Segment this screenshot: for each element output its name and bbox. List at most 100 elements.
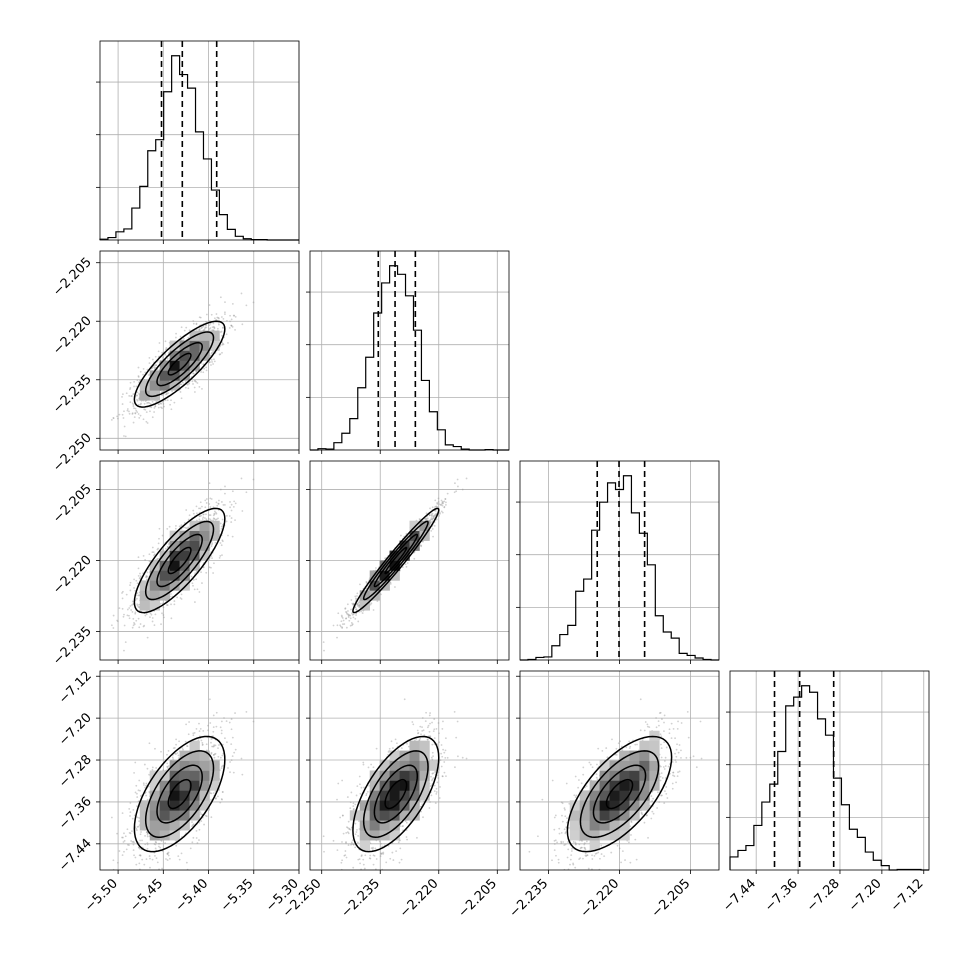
scatter-point	[227, 342, 229, 344]
scatter-point	[129, 584, 131, 587]
scatter-point	[151, 546, 154, 549]
density-cell	[169, 340, 180, 351]
scatter-point	[401, 566, 404, 569]
scatter-point	[202, 566, 205, 569]
scatter-point	[170, 603, 172, 606]
scatter-point	[210, 816, 213, 819]
scatter-point	[128, 614, 130, 617]
contour-line	[167, 352, 192, 376]
density-cell	[149, 570, 160, 581]
scatter-point	[346, 613, 349, 616]
scatter-point	[166, 399, 169, 402]
scatter-point	[225, 520, 228, 523]
scatter-point	[161, 612, 163, 615]
scatter-point	[188, 514, 191, 517]
scatter-point	[195, 578, 198, 581]
scatter-point	[139, 575, 142, 578]
scatter-point	[422, 540, 424, 543]
density-cell	[169, 540, 180, 551]
density-cell	[179, 580, 190, 591]
scatter-point	[229, 314, 231, 317]
scatter-point	[148, 553, 151, 556]
scatter-point	[213, 317, 216, 320]
scatter-point	[405, 565, 408, 568]
scatter-point	[131, 600, 134, 603]
scatter-point	[429, 522, 432, 525]
scatter-point	[346, 603, 349, 606]
scatter-point	[133, 622, 135, 624]
scatter-point	[429, 521, 432, 524]
scatter-point	[429, 507, 431, 510]
scatter-point	[138, 392, 140, 395]
scatter-point	[201, 387, 203, 390]
scatter-point	[234, 315, 237, 318]
scatter-point	[212, 517, 215, 520]
scatter-point	[165, 393, 168, 396]
scatter-point	[146, 571, 149, 574]
scatter-point	[123, 613, 125, 616]
scatter-point	[153, 843, 156, 845]
scatter-point	[229, 501, 231, 503]
scatter-point	[123, 410, 125, 413]
scatter-point	[210, 352, 213, 355]
scatter-point	[444, 498, 447, 500]
scatter-point	[201, 582, 203, 584]
scatter-point	[132, 624, 135, 627]
scatter-point	[195, 370, 198, 373]
scatter-point	[231, 535, 234, 538]
scatter-point	[135, 829, 138, 831]
scatter-point	[138, 603, 140, 606]
scatter-point	[166, 527, 169, 530]
scatter-point	[432, 515, 435, 517]
scatter-point	[153, 624, 156, 627]
scatter-point	[161, 602, 164, 605]
scatter-point	[154, 559, 157, 561]
scatter-point	[140, 402, 142, 405]
density-cell	[139, 600, 151, 611]
scatter-point	[133, 380, 135, 383]
scatter-point	[186, 745, 188, 747]
scatter-point	[161, 358, 164, 360]
scatter-point	[151, 768, 154, 771]
scatter-point	[187, 387, 190, 390]
scatter-point	[211, 542, 214, 545]
scatter-point	[132, 617, 135, 620]
scatter-point	[129, 386, 132, 389]
scatter-point	[139, 833, 142, 836]
scatter-point	[212, 363, 215, 365]
scatter-point	[212, 322, 215, 325]
scatter-point	[164, 340, 167, 343]
histogram-step-3	[729, 685, 929, 871]
scatter-point	[154, 613, 157, 616]
density-cell	[169, 360, 180, 371]
scatter-point	[173, 603, 176, 606]
density-cell	[189, 350, 200, 361]
scatter-point	[219, 296, 222, 299]
scatter-point	[430, 518, 432, 521]
scatter-point	[173, 746, 176, 749]
scatter-point	[164, 353, 166, 356]
scatter-point	[230, 521, 233, 523]
scatter-point	[145, 576, 147, 579]
scatter-point	[183, 521, 186, 524]
scatter-point	[179, 597, 182, 599]
scatter-point	[234, 519, 236, 522]
scatter-point	[158, 527, 161, 530]
scatter-point	[208, 503, 211, 505]
density-cell	[179, 340, 190, 351]
scatter-point	[149, 616, 151, 619]
scatter-point	[435, 505, 438, 508]
scatter-point	[234, 502, 237, 505]
scatter-point	[201, 505, 203, 508]
scatter-point	[134, 412, 137, 414]
scatter-point	[158, 845, 160, 848]
scatter-point	[344, 607, 347, 610]
scatter-point	[356, 603, 359, 606]
scatter-point	[150, 613, 153, 616]
density-cell	[179, 370, 190, 381]
scatter-point	[154, 405, 157, 408]
scatter-point	[212, 519, 215, 522]
scatter-point	[215, 711, 218, 714]
scatter-point	[162, 403, 165, 405]
scatter-point	[151, 400, 154, 403]
